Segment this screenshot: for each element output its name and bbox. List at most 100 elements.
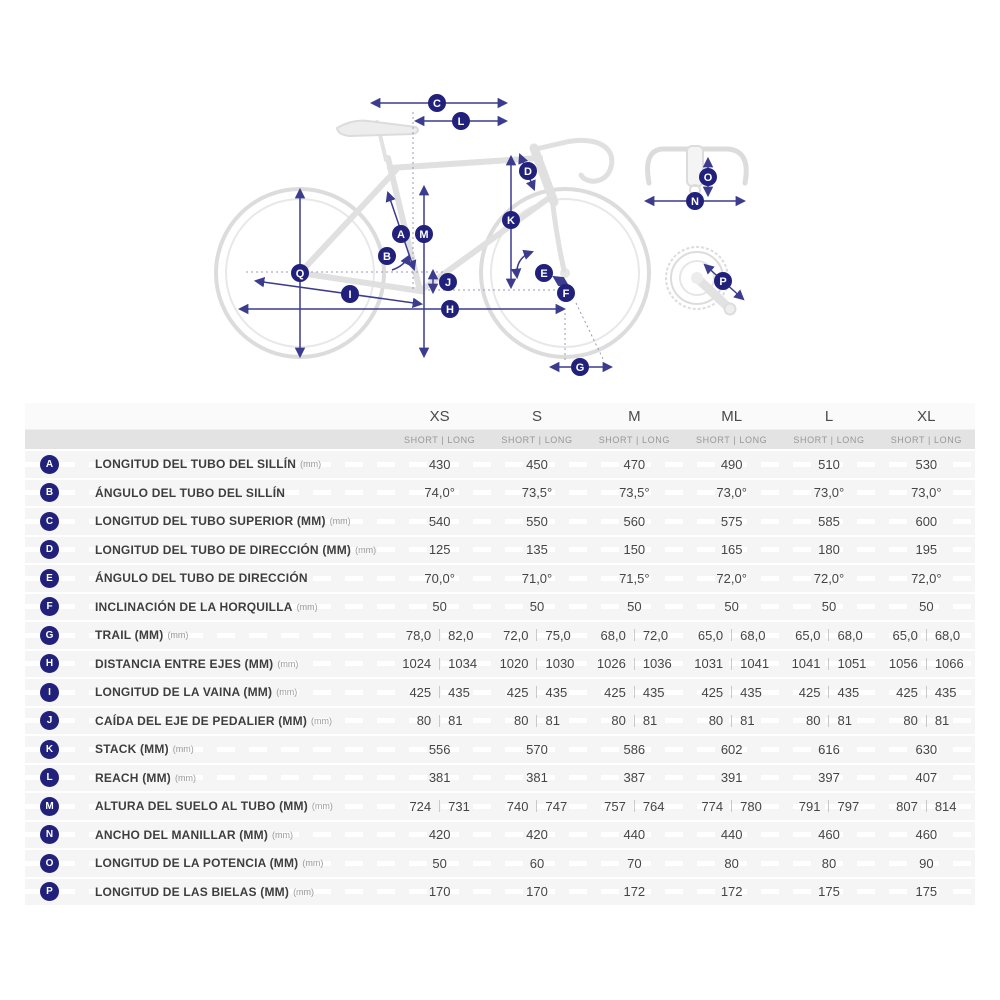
size-column-header: ML: [721, 407, 743, 425]
value-text: 791: [798, 798, 821, 814]
value-text: 68,0: [740, 627, 766, 643]
value-text: 80: [611, 713, 626, 729]
row-letter-badge: H: [40, 654, 59, 674]
row-label-cell: J CAÍDA DEL EJE DE PEDALIER (MM) (mm): [25, 707, 391, 734]
diagram-label-l: L: [452, 112, 470, 130]
value-cell: 70,0°: [391, 565, 488, 592]
size-column-header: L: [824, 407, 834, 425]
value-text: 172: [623, 884, 646, 900]
row-label: LONGITUD DE LAS BIELAS (MM): [95, 884, 290, 899]
value-text: 585: [818, 513, 840, 529]
row-unit: (mm): [302, 858, 324, 869]
table-row: L REACH (MM) (mm) 381 381 387 391 397 407: [25, 764, 975, 791]
value-divider: [439, 629, 441, 642]
value-text: 807: [896, 798, 918, 814]
value-text: 616: [818, 741, 840, 757]
value-text: 435: [448, 684, 470, 700]
diagram-label-e: E: [535, 264, 553, 282]
value-text: 757: [604, 798, 626, 814]
row-unit: (mm): [272, 829, 294, 840]
value-cell: 60: [488, 850, 585, 877]
diagram-label-i: I: [341, 285, 359, 303]
value-text: 1041: [791, 656, 821, 672]
svg-text:A: A: [397, 229, 405, 241]
row-label-cell: A LONGITUD DEL TUBO DEL SILLÍN (mm): [25, 451, 391, 478]
value-divider: [925, 714, 927, 727]
row-label: ÁNGULO DEL TUBO DEL SILLÍN: [95, 485, 286, 500]
value-text: 435: [545, 684, 568, 700]
value-cell: 1056 1066: [878, 651, 975, 678]
value-cell: 425 435: [488, 679, 585, 706]
value-text: 50: [627, 599, 642, 615]
row-label-cell: L REACH (MM) (mm): [25, 764, 391, 791]
value-text: 1020: [499, 656, 529, 672]
row-label-cell: I LONGITUD DE LA VAINA (MM) (mm): [25, 679, 391, 706]
value-divider: [828, 686, 830, 699]
value-cell: 440: [683, 822, 780, 849]
value-divider: [633, 657, 635, 670]
row-letter-badge: F: [40, 597, 59, 617]
table-row: M ALTURA DEL SUELO AL TUBO (MM) (mm) 724 731…: [25, 793, 975, 820]
value-cell: 585: [780, 508, 877, 535]
table-row: E ÁNGULO DEL TUBO DE DIRECCIÓN 70,0° 71,0° 7…: [25, 565, 975, 592]
value-text: 72,0: [642, 627, 669, 643]
row-unit: (mm): [293, 886, 315, 897]
row-label-cell: F INCLINACIÓN DE LA HORQUILLA (mm): [25, 593, 391, 620]
value-cell: 50: [878, 594, 975, 621]
svg-text:L: L: [458, 116, 465, 128]
value-text: 1024: [402, 656, 432, 672]
value-divider: [439, 800, 441, 813]
value-text: 556: [428, 741, 451, 757]
value-text: 425: [604, 684, 626, 700]
value-divider: [536, 800, 538, 813]
value-text: 575: [720, 513, 743, 529]
bike-silhouette: [214, 119, 651, 359]
row-letter-badge: C: [40, 511, 59, 531]
value-text: 435: [934, 684, 957, 700]
value-text: 780: [740, 798, 762, 814]
value-cell: 460: [878, 822, 975, 849]
value-cell: 71,0°: [488, 565, 585, 592]
value-cell: 68,0 72,0: [586, 622, 683, 649]
value-text: 602: [720, 741, 743, 757]
value-divider: [633, 800, 635, 813]
svg-text:B: B: [383, 251, 391, 263]
value-text: 774: [701, 798, 724, 814]
diagram-label-n: N: [686, 192, 704, 210]
row-unit: (mm): [167, 630, 189, 641]
value-cell: 73,0°: [780, 480, 877, 507]
value-text: 381: [428, 770, 451, 786]
value-text: 1034: [448, 656, 478, 672]
value-cell: 420: [391, 822, 488, 849]
value-divider: [633, 629, 635, 642]
value-cell: 170: [391, 879, 488, 906]
value-text: 1056: [888, 656, 918, 672]
diagram-letter-badges: C L D K A M B Q E J F I H G O N P: [291, 94, 732, 376]
value-text: 81: [740, 713, 755, 729]
value-cell: 1041 1051: [780, 651, 877, 678]
value-text: 71,0°: [521, 570, 553, 586]
value-text: 740: [506, 798, 529, 814]
row-letter-badge: E: [40, 568, 59, 588]
value-text: 195: [915, 542, 938, 558]
svg-text:P: P: [719, 276, 726, 288]
value-text: 175: [915, 884, 938, 900]
diagram-label-j: J: [439, 273, 457, 291]
value-cell: 740 747: [488, 793, 585, 820]
value-text: 450: [526, 456, 548, 472]
value-cell: 73,5°: [488, 480, 585, 507]
row-label: CAÍDA DEL EJE DE PEDALIER (MM): [95, 713, 308, 728]
svg-text:N: N: [691, 196, 699, 208]
value-cell: 172: [683, 879, 780, 906]
value-cell: 430: [391, 451, 488, 478]
value-text: 68,0: [837, 627, 863, 643]
table-row: P LONGITUD DE LAS BIELAS (MM) (mm) 170 170 17…: [25, 878, 975, 906]
value-text: 490: [720, 456, 743, 472]
value-text: 435: [642, 684, 665, 700]
value-text: 73,5°: [521, 485, 553, 501]
value-cell: 575: [683, 508, 780, 535]
value-divider: [925, 657, 927, 670]
value-cell: 602: [683, 736, 780, 763]
value-cell: 530: [878, 451, 975, 478]
value-text: 425: [798, 684, 821, 700]
